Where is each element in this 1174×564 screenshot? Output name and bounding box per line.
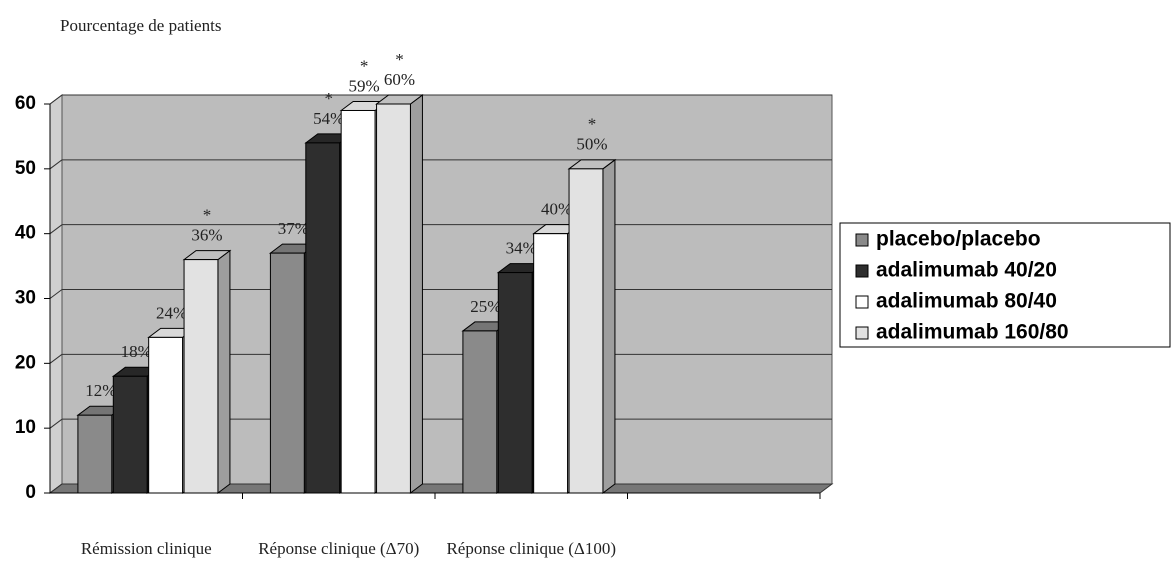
bar-side bbox=[602, 158, 616, 494]
legend-label: placebo/placebo bbox=[876, 228, 1041, 251]
grid-line bbox=[49, 159, 63, 170]
legend-label: adalimumab 160/80 bbox=[876, 321, 1069, 344]
significance-marker: * bbox=[360, 56, 369, 75]
bar-front bbox=[497, 272, 533, 494]
data-label: 24% bbox=[156, 303, 187, 322]
bar-front bbox=[305, 142, 341, 494]
y-tick-label: 50 bbox=[15, 158, 36, 179]
significance-marker: * bbox=[203, 206, 212, 225]
data-label: 25% bbox=[470, 297, 501, 316]
x-tick-label: Réponse clinique (Δ100) bbox=[446, 539, 616, 558]
grid-line bbox=[49, 224, 63, 235]
significance-marker: * bbox=[395, 50, 404, 69]
bar-front bbox=[568, 168, 604, 494]
legend-swatch bbox=[855, 264, 869, 278]
significance-marker: * bbox=[588, 115, 597, 134]
grid-line bbox=[49, 353, 63, 364]
grid-line bbox=[49, 418, 63, 429]
data-label: 18% bbox=[121, 342, 152, 361]
grid-line bbox=[49, 289, 63, 299]
y-tick-label: 40 bbox=[15, 223, 36, 244]
data-label: 54% bbox=[313, 109, 344, 128]
bar-front bbox=[462, 330, 498, 494]
significance-marker: * bbox=[324, 89, 333, 108]
bar-front bbox=[376, 103, 411, 494]
legend-swatch bbox=[855, 326, 869, 340]
legend-label: adalimumab 80/40 bbox=[876, 290, 1057, 313]
data-label: 60% bbox=[384, 70, 415, 89]
y-tick-label: 10 bbox=[15, 417, 36, 438]
data-label: 59% bbox=[349, 76, 380, 95]
y-tick-label: 20 bbox=[15, 352, 36, 373]
bar-front bbox=[77, 414, 113, 494]
data-label: 40% bbox=[541, 200, 572, 219]
data-label: 50% bbox=[576, 135, 607, 154]
bar-front bbox=[269, 252, 305, 494]
bar bbox=[182, 249, 232, 494]
bar-front bbox=[112, 375, 148, 494]
y-axis-label: Pourcentage de patients bbox=[60, 16, 221, 35]
bar-front bbox=[183, 259, 219, 494]
bar-side bbox=[217, 249, 231, 494]
legend-swatch bbox=[855, 295, 869, 309]
data-label: 34% bbox=[506, 238, 537, 257]
bar-front bbox=[340, 109, 376, 494]
bar-front bbox=[148, 336, 184, 494]
legend-swatch bbox=[855, 233, 869, 247]
legend-box bbox=[839, 222, 1171, 348]
data-label: 37% bbox=[278, 219, 309, 238]
bar-front bbox=[533, 233, 569, 494]
data-label: 12% bbox=[85, 381, 116, 400]
x-tick-label: Réponse clinique (Δ70) bbox=[258, 539, 419, 558]
bar bbox=[567, 158, 617, 494]
bar bbox=[375, 94, 424, 494]
legend-label: adalimumab 40/20 bbox=[876, 259, 1057, 282]
y-tick-label: 0 bbox=[25, 482, 36, 503]
y-tick-label: 30 bbox=[15, 288, 36, 309]
bar-side bbox=[409, 94, 423, 494]
grid-line bbox=[49, 483, 63, 494]
grid-line bbox=[49, 94, 63, 105]
data-label: 36% bbox=[191, 226, 222, 245]
x-tick-label: Rémission clinique bbox=[81, 539, 212, 558]
y-tick-label: 60 bbox=[15, 93, 36, 114]
